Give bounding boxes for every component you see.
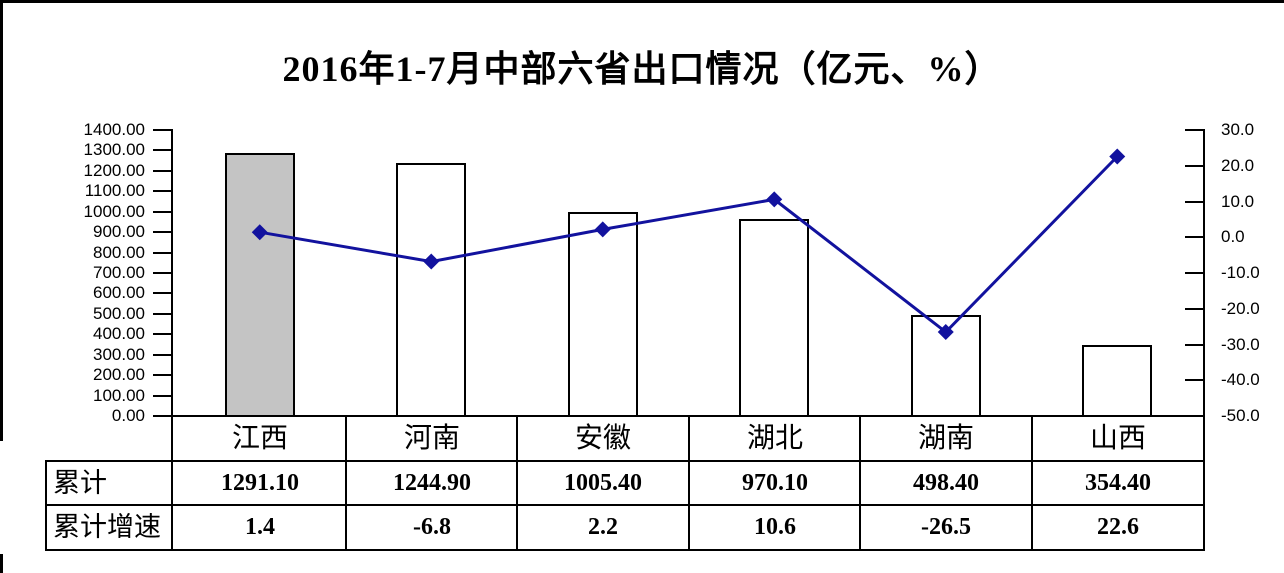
growth-marker [423,253,440,270]
right-axis-label: 0.0 [1221,227,1245,246]
frame-left-border-stub [0,554,3,573]
export-bar [396,163,466,417]
left-axis-label: 100.00 [93,386,145,405]
left-axis-tick [153,170,171,172]
table-cell-value: 1.4 [245,514,275,540]
chart-title: 2016年1-7月中部六省出口情况（亿元、%） [282,49,1002,89]
growth-line [259,155,1119,335]
table-cell-value: 10.6 [754,514,796,540]
left-axis-label: 800.00 [93,243,145,262]
left-axis-label: 200.00 [93,365,145,384]
table-column-border [859,415,861,551]
left-axis-label: 1300.00 [83,140,145,159]
left-axis-label: 600.00 [93,283,145,302]
left-axis-tick [153,415,171,417]
right-axis-tick [1185,201,1203,203]
export-bar [568,212,638,417]
growth-marker [251,224,268,241]
table-row-border [45,549,1205,551]
table-cell-value: 970.10 [742,470,808,496]
table-left-border [45,460,47,551]
left-axis-tick [153,374,171,376]
table-row-header: 累计增速 [53,512,161,542]
right-axis-tick [1185,344,1203,346]
export-bar [1082,345,1152,417]
right-axis-tick [1185,236,1203,238]
left-axis-label: 500.00 [93,304,145,323]
left-axis-tick [153,272,171,274]
left-axis-tick [153,333,171,335]
table-cell-value: -26.5 [921,514,971,540]
left-axis-label: 1400.00 [83,120,145,139]
table-column-border [345,415,347,551]
left-axis-tick [153,211,171,213]
table-row-border [45,460,1205,462]
left-axis-tick [153,313,171,315]
left-axis-label: 1000.00 [83,202,145,221]
right-axis-label: -50.0 [1221,406,1260,425]
left-axis-label: 400.00 [93,324,145,343]
left-axis-tick [153,292,171,294]
right-axis-label: 20.0 [1221,156,1255,175]
left-axis-label: 0.00 [111,406,145,425]
growth-marker [1109,148,1126,165]
table-row-header: 累计 [53,468,107,498]
export-bar [739,219,809,417]
left-axis-label: 300.00 [93,345,145,364]
right-axis-tick [1185,415,1203,417]
growth-marker [937,323,954,340]
category-label: 河南 [403,423,460,454]
category-label: 安徽 [574,423,631,454]
table-cell-value: 1005.40 [564,470,642,496]
table-cell-value: 2.2 [588,514,618,540]
table-cell-value: 498.40 [913,470,979,496]
right-axis-tick [1185,308,1203,310]
growth-marker [594,221,611,238]
left-axis-tick [153,129,171,131]
left-axis-tick [153,190,171,192]
table-cell-value: -6.8 [413,514,451,540]
right-axis-label: -40.0 [1221,370,1260,389]
right-axis-label: 10.0 [1221,192,1255,211]
right-axis-label: -10.0 [1221,263,1260,282]
growth-line-layer [251,148,1126,340]
left-axis-label: 1200.00 [83,161,145,180]
right-axis-label: -30.0 [1221,335,1260,354]
right-axis-label: 30.0 [1221,120,1255,139]
left-axis-label: 900.00 [93,222,145,241]
left-axis-tick [153,395,171,397]
table-column-border [516,415,518,551]
table-cell-value: 22.6 [1097,514,1139,540]
right-axis-label: -20.0 [1221,299,1260,318]
category-label: 湖北 [746,423,803,454]
left-axis-tick [153,252,171,254]
right-axis-tick [1185,165,1203,167]
export-bar [225,153,295,417]
table-cell-value: 354.40 [1085,470,1151,496]
left-axis-label: 700.00 [93,263,145,282]
frame-top-border [0,0,1284,3]
right-axis-tick [1185,129,1203,131]
category-label: 江西 [231,423,288,454]
category-label: 湖南 [917,423,974,454]
table-column-border [688,415,690,551]
right-axis-line [1203,129,1205,551]
table-cell-value: 1244.90 [393,470,471,496]
growth-marker [766,191,783,208]
left-axis-label: 1100.00 [84,181,145,200]
left-axis-line [171,129,173,551]
table-column-border [1031,415,1033,551]
right-axis-tick [1185,379,1203,381]
right-axis-tick [1185,272,1203,274]
table-row-border [45,504,1205,506]
left-axis-tick [153,354,171,356]
frame-left-border [0,0,3,441]
table-cell-value: 1291.10 [221,470,299,496]
left-axis-tick [153,231,171,233]
category-label: 山西 [1089,423,1146,454]
left-axis-tick [153,149,171,151]
